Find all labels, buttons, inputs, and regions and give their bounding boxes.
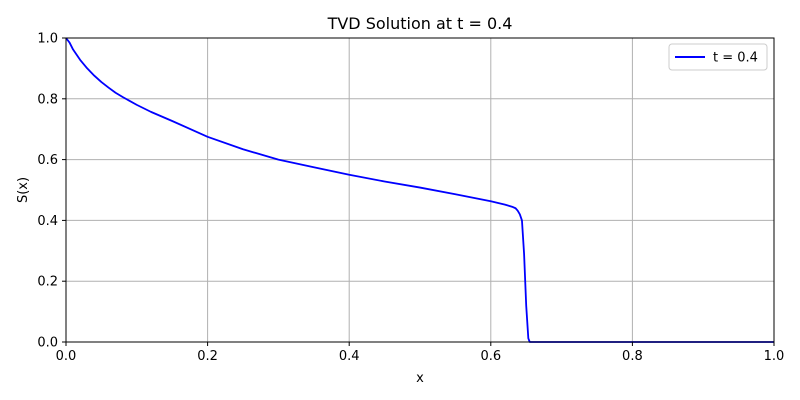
grid [65,37,775,343]
plot-area [65,37,774,343]
x-tick-label: 0.2 [197,349,218,364]
x-axis-label: x [416,371,424,386]
y-axis-label: S(x) [16,177,31,203]
x-tick-label: 0.0 [56,349,77,364]
axes-frame [65,37,775,343]
series-line [65,37,774,343]
y-tick-label: 0.8 [37,92,58,107]
x-tick-label: 0.4 [339,349,360,364]
y-tick-label: 0.0 [37,336,58,351]
chart-title: TVD Solution at t = 0.4 [327,14,513,33]
y-tick-label: 0.2 [37,275,58,290]
x-tick-label: 0.8 [622,349,643,364]
y-axis-ticks: 0.0 0.2 0.4 0.6 0.8 1.0 [37,32,66,351]
legend-box [668,43,768,71]
legend: t = 0.4 [668,43,768,71]
legend-label: t = 0.4 [713,51,758,66]
y-tick-label: 1.0 [37,32,58,47]
x-tick-label: 1.0 [764,349,785,364]
y-tick-label: 0.6 [37,153,58,168]
y-tick-label: 0.4 [37,214,58,229]
x-tick-label: 0.6 [480,349,501,364]
x-axis-ticks: 0.0 0.2 0.4 0.6 0.8 1.0 [56,342,785,364]
